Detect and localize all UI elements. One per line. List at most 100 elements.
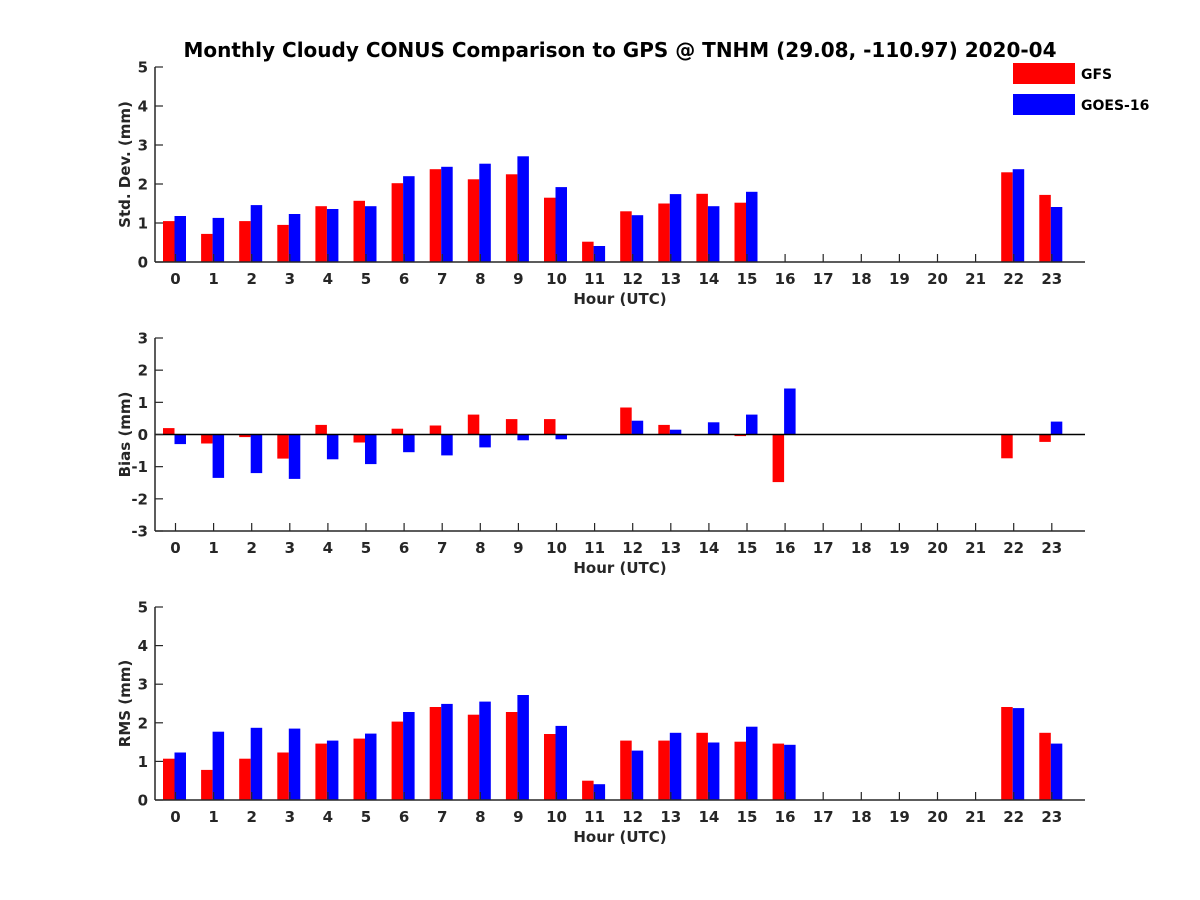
x-tick-label: 22 [1003, 270, 1024, 288]
x-axis-label: Hour (UTC) [573, 290, 666, 308]
bar-gfs-hour-6 [391, 428, 404, 435]
x-tick-label: 10 [546, 539, 567, 557]
y-tick-label: 3 [138, 137, 148, 155]
bar-goes-16-hour-10 [555, 187, 567, 262]
bar-gfs-hour-1 [201, 233, 213, 262]
x-tick-label: 6 [399, 270, 409, 288]
x-tick-label: 15 [737, 808, 758, 826]
x-tick-label: 6 [399, 808, 409, 826]
bar-goes-16-hour-1 [212, 434, 225, 478]
bar-gfs-hour-10 [544, 197, 556, 262]
x-tick-label: 15 [737, 270, 758, 288]
bar-goes-16-hour-12 [631, 215, 644, 262]
bar-gfs-hour-2 [239, 434, 251, 438]
bar-goes-16-hour-15 [746, 191, 758, 262]
x-tick-label: 8 [475, 539, 485, 557]
bar-goes-16-hour-11 [593, 246, 606, 262]
bar-goes-16-hour-15 [746, 726, 758, 800]
y-tick-label: -3 [131, 523, 148, 541]
x-tick-label: 4 [323, 539, 333, 557]
x-tick-label: 2 [246, 270, 256, 288]
bar-gfs-hour-14 [696, 732, 708, 800]
x-tick-label: 12 [622, 539, 643, 557]
bar-gfs-hour-23 [1039, 434, 1051, 442]
x-tick-label: 5 [361, 270, 371, 288]
bar-goes-16-hour-23 [1050, 207, 1063, 262]
x-tick-label: 11 [584, 808, 605, 826]
bar-gfs-hour-0 [163, 221, 175, 262]
x-tick-label: 22 [1003, 539, 1024, 557]
x-tick-label: 23 [1041, 270, 1062, 288]
x-tick-label: 1 [208, 539, 218, 557]
bar-gfs-hour-7 [429, 707, 442, 800]
bar-gfs-hour-4 [315, 424, 327, 435]
bar-goes-16-hour-11 [593, 784, 606, 800]
x-tick-label: 3 [285, 539, 295, 557]
bar-goes-16-hour-6 [403, 176, 415, 262]
legend: GFS GOES-16 [1013, 63, 1149, 115]
bar-gfs-hour-0 [163, 758, 175, 800]
legend-label-gfs: GFS [1081, 67, 1112, 83]
bar-goes-16-hour-3 [288, 728, 301, 800]
x-tick-label: 13 [660, 539, 681, 557]
bar-gfs-hour-6 [391, 721, 404, 800]
bar-gfs-hour-4 [315, 743, 327, 800]
bar-goes-16-hour-7 [441, 703, 453, 800]
bar-gfs-hour-8 [467, 179, 480, 262]
x-tick-label: 7 [437, 808, 447, 826]
y-tick-label: 3 [138, 330, 148, 348]
y-tick-label: 4 [138, 98, 148, 116]
y-tick-label: 0 [138, 254, 148, 272]
bar-goes-16-hour-14 [707, 742, 720, 800]
bar-gfs-hour-12 [620, 740, 632, 800]
bar-goes-16-hour-6 [403, 434, 415, 453]
x-tick-label: 17 [813, 270, 834, 288]
bar-goes-16-hour-13 [669, 194, 682, 262]
bar-gfs-hour-14 [696, 193, 708, 263]
legend-swatch-gfs [1013, 63, 1075, 84]
bar-gfs-hour-10 [544, 734, 556, 800]
x-tick-label: 2 [246, 539, 256, 557]
x-tick-label: 22 [1003, 808, 1024, 826]
x-tick-label: 20 [927, 539, 948, 557]
x-tick-label: 5 [361, 539, 371, 557]
bar-goes-16-hour-1 [212, 217, 225, 262]
bar-goes-16-hour-12 [631, 750, 644, 800]
bar-goes-16-hour-7 [441, 166, 453, 262]
y-tick-label: 2 [138, 714, 148, 732]
x-tick-label: 8 [475, 808, 485, 826]
y-tick-label: 1 [138, 394, 148, 412]
bar-gfs-hour-22 [1001, 434, 1013, 459]
bar-goes-16-hour-4 [326, 740, 339, 800]
x-tick-label: 14 [698, 808, 719, 826]
bar-gfs-hour-10 [544, 419, 556, 435]
bar-gfs-hour-8 [467, 714, 480, 800]
x-tick-label: 9 [513, 539, 523, 557]
x-tick-label: 21 [965, 808, 986, 826]
bar-gfs-hour-11 [582, 780, 594, 800]
bar-goes-16-hour-23 [1050, 743, 1063, 800]
x-tick-label: 8 [475, 270, 485, 288]
x-tick-label: 12 [622, 270, 643, 288]
y-tick-label: 4 [138, 637, 148, 655]
x-tick-label: 3 [285, 270, 295, 288]
bar-gfs-hour-13 [658, 740, 670, 800]
x-tick-label: 14 [698, 270, 719, 288]
x-tick-label: 21 [965, 539, 986, 557]
x-tick-label: 4 [323, 270, 333, 288]
x-tick-label: 16 [775, 270, 796, 288]
bar-goes-16-hour-0 [174, 752, 186, 800]
x-tick-label: 15 [737, 539, 758, 557]
bar-goes-16-hour-15 [746, 414, 758, 435]
bar-gfs-hour-7 [429, 169, 442, 262]
x-tick-label: 18 [851, 808, 872, 826]
x-axis-label: Hour (UTC) [573, 828, 666, 846]
y-tick-label: 5 [138, 59, 148, 77]
x-tick-label: 9 [513, 808, 523, 826]
y-tick-label: 2 [138, 176, 148, 194]
bar-gfs-hour-6 [391, 183, 404, 262]
x-axis-label: Hour (UTC) [573, 559, 666, 577]
bar-goes-16-hour-1 [212, 731, 225, 800]
